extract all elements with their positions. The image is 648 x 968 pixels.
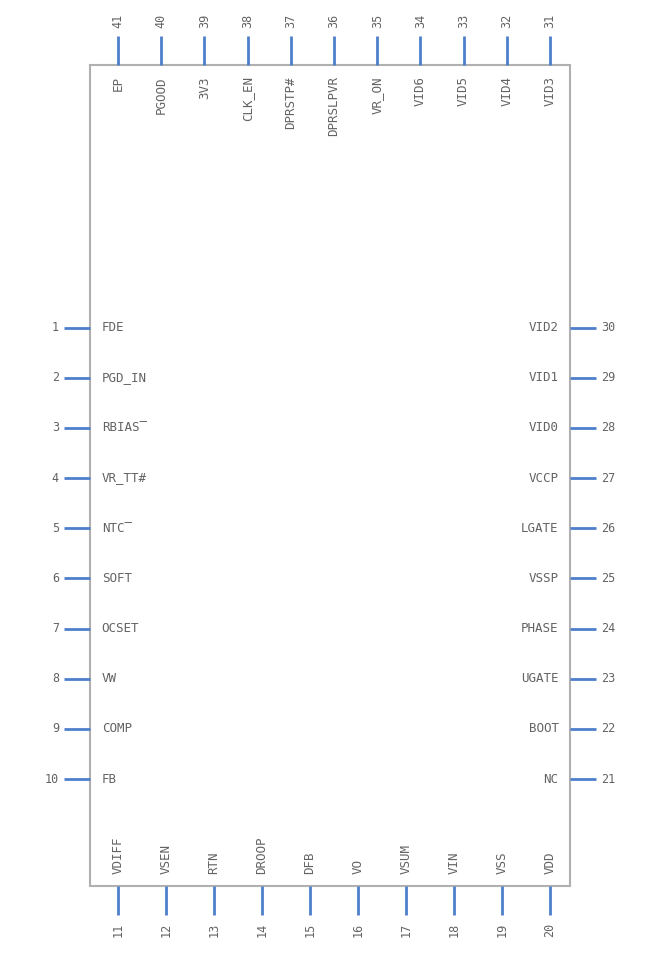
- Text: 34: 34: [414, 14, 427, 28]
- Text: 15: 15: [303, 923, 316, 937]
- Text: 31: 31: [544, 14, 557, 28]
- Text: PHASE: PHASE: [521, 622, 559, 635]
- Text: 4: 4: [52, 471, 59, 485]
- Text: VID0: VID0: [529, 421, 559, 435]
- Text: UGATE: UGATE: [521, 672, 559, 685]
- Text: 32: 32: [500, 14, 513, 28]
- Text: VR_TT#: VR_TT#: [102, 471, 146, 485]
- Text: LGATE: LGATE: [521, 522, 559, 534]
- Text: 3: 3: [52, 421, 59, 435]
- Text: 12: 12: [159, 923, 172, 937]
- Text: 37: 37: [284, 14, 297, 28]
- Text: 33: 33: [457, 14, 470, 28]
- Text: VCCP: VCCP: [529, 471, 559, 485]
- Text: VDIFF: VDIFF: [111, 836, 124, 874]
- Text: 40: 40: [155, 14, 168, 28]
- Text: 39: 39: [198, 14, 211, 28]
- Text: DROOP: DROOP: [255, 836, 268, 874]
- Text: 38: 38: [241, 14, 254, 28]
- Text: 17: 17: [400, 923, 413, 937]
- Text: 22: 22: [601, 722, 616, 736]
- Text: VW: VW: [102, 672, 117, 685]
- Text: SOFT: SOFT: [102, 572, 132, 585]
- Text: PGOOD: PGOOD: [155, 76, 168, 114]
- Text: DFB: DFB: [303, 852, 316, 874]
- Text: 25: 25: [601, 572, 616, 585]
- Text: VID6: VID6: [414, 76, 427, 106]
- Text: 11: 11: [111, 923, 124, 937]
- Text: 20: 20: [544, 923, 557, 937]
- Text: 30: 30: [601, 321, 616, 334]
- Text: VSSP: VSSP: [529, 572, 559, 585]
- Text: 21: 21: [601, 772, 616, 785]
- Text: 35: 35: [371, 14, 384, 28]
- Text: 6: 6: [52, 572, 59, 585]
- Text: 41: 41: [111, 14, 124, 28]
- Text: 1: 1: [52, 321, 59, 334]
- Text: RBIAS̅: RBIAS̅: [102, 421, 146, 435]
- Text: VID5: VID5: [457, 76, 470, 106]
- Text: 16: 16: [351, 923, 365, 937]
- Text: 3V3: 3V3: [198, 76, 211, 99]
- Text: VID1: VID1: [529, 371, 559, 384]
- Text: NC: NC: [544, 772, 559, 785]
- Text: COMP: COMP: [102, 722, 132, 736]
- Text: 9: 9: [52, 722, 59, 736]
- Bar: [90, 65, 570, 886]
- Text: OCSET: OCSET: [102, 622, 139, 635]
- Text: 2: 2: [52, 371, 59, 384]
- Text: BOOT: BOOT: [529, 722, 559, 736]
- Text: VR_ON: VR_ON: [371, 76, 384, 114]
- Text: 19: 19: [496, 923, 509, 937]
- Text: 28: 28: [601, 421, 616, 435]
- Text: VIN: VIN: [448, 852, 461, 874]
- Text: FB: FB: [102, 772, 117, 785]
- Text: VID3: VID3: [544, 76, 557, 106]
- Text: VID4: VID4: [500, 76, 513, 106]
- Text: CLK_EN: CLK_EN: [241, 76, 254, 121]
- Text: VSUM: VSUM: [400, 844, 413, 874]
- Text: 24: 24: [601, 622, 616, 635]
- Text: 5: 5: [52, 522, 59, 534]
- Text: VDD: VDD: [544, 852, 557, 874]
- Text: PGD_IN: PGD_IN: [102, 371, 146, 384]
- Text: 18: 18: [448, 923, 461, 937]
- Text: VO: VO: [351, 860, 365, 874]
- Text: DPRSTP#: DPRSTP#: [284, 76, 297, 129]
- Text: VSS: VSS: [496, 852, 509, 874]
- Text: VSEN: VSEN: [159, 844, 172, 874]
- Text: 14: 14: [255, 923, 268, 937]
- Text: FDE: FDE: [102, 321, 124, 334]
- Text: 10: 10: [45, 772, 59, 785]
- Text: 29: 29: [601, 371, 616, 384]
- Text: EP: EP: [111, 76, 124, 91]
- Text: DPRSLPVR: DPRSLPVR: [327, 76, 340, 136]
- Text: 36: 36: [327, 14, 340, 28]
- Text: 23: 23: [601, 672, 616, 685]
- Text: NTC̅: NTC̅: [102, 522, 132, 534]
- Text: 8: 8: [52, 672, 59, 685]
- Text: RTN: RTN: [207, 852, 220, 874]
- Text: 13: 13: [207, 923, 220, 937]
- Text: 27: 27: [601, 471, 616, 485]
- Text: 7: 7: [52, 622, 59, 635]
- Text: VID2: VID2: [529, 321, 559, 334]
- Text: 26: 26: [601, 522, 616, 534]
